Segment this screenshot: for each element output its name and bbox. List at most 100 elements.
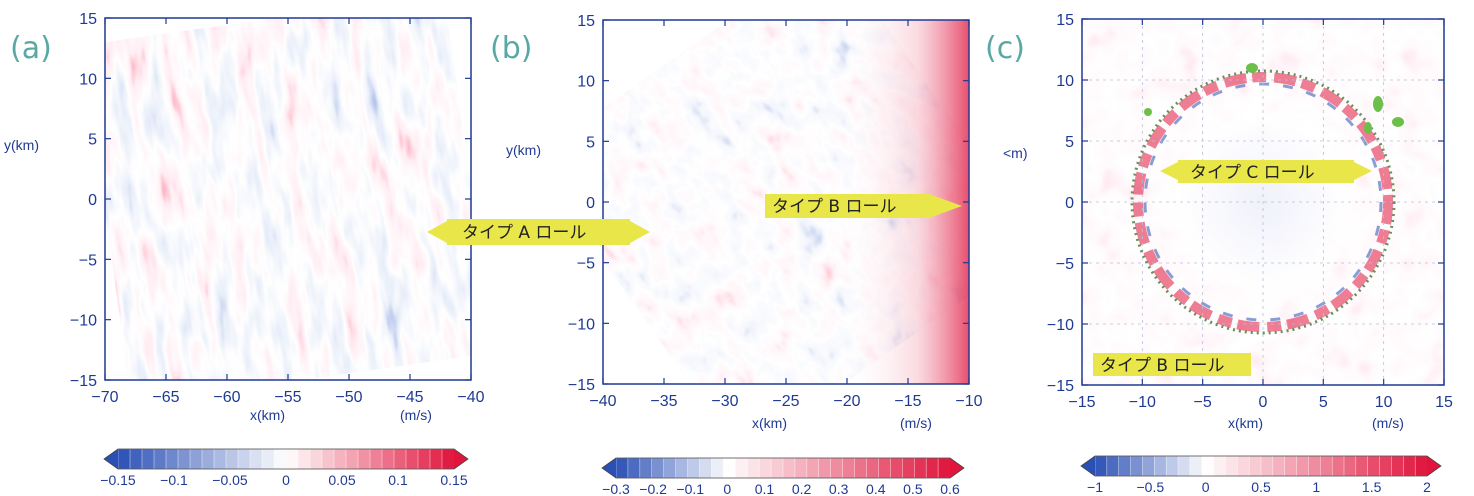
y-tick-label-b: 10 [577,74,595,91]
colorbar-swatch-a [153,448,167,470]
colorbar-tick-label-b: −0.2 [639,481,667,496]
colorbar-swatch-c [1177,455,1191,477]
colorbar-swatch-c [1225,455,1238,477]
colorbar-swatch-b [651,457,665,479]
colorbar-tick-label-c: 1 [1312,479,1320,495]
callout-b2-text: タイプ B ロール [1100,356,1224,376]
colorbar-swatch-c [1094,455,1108,477]
colorbar-swatch-c [1201,455,1215,477]
x-tick-label-c: 10 [1375,394,1393,411]
colorbar-swatch-c [1367,455,1381,477]
colorbar-tick-label-b: −0.3 [602,481,630,496]
y-tick-label-a: 0 [88,192,97,209]
colorbar-swatch-c [1320,455,1333,477]
green-patch-2 [1373,96,1383,112]
colorbar-tick-label-a: −0.1 [160,472,188,488]
colorbar-swatch-a [285,448,299,470]
x-tick-label-a: −65 [152,389,179,406]
colorbar-swatch-a [441,448,455,470]
colorbar-tick-label-b: 0.3 [829,481,849,496]
colorbar-swatch-a [237,448,251,470]
callout-b-right-arrow [929,194,962,218]
colorbar-swatch-b [663,457,677,479]
colorbar-swatch-a [321,448,335,470]
xlabel-a: x(km) [250,407,285,423]
colorbar-swatch-b [818,457,832,479]
x-tick-label-c: 15 [1435,394,1453,411]
colorbar-b: −0.3 −0.2 −0.1 0 0.1 0.2 0.3 0.4 0.5 0.6 [601,457,965,496]
colorbar-swatch-c [1189,455,1203,477]
colorbar-swatch-c [1331,455,1345,477]
y-tick-label-c: −5 [1056,256,1074,273]
colorbar-swatch-c [1284,455,1298,477]
colorbar-tick-label-b: 0.4 [866,481,886,496]
callout-a-box [447,219,630,245]
colorbar-tick-label-a: 0.05 [328,472,355,488]
x-tick-label-c: −10 [1129,394,1156,411]
colorbar-swatch-c [1379,455,1393,477]
callout-type-b-panel-c: タイプ B ロール [1093,353,1251,376]
heatmap-a [105,18,471,380]
colorbar-tick-label-b: 0.5 [903,481,923,496]
colorbar-swatch-b [902,457,915,479]
y-tick-label-c: 10 [1056,73,1074,90]
x-tick-label-b: −35 [650,393,677,410]
y-tick-label-a: 15 [79,11,97,28]
colorbar-swatch-b [854,457,868,479]
colorbar-swatch-c [1106,455,1120,477]
colorbar-swatch-c [1391,455,1404,477]
colorbar-swatch-a [333,448,347,470]
green-patch-3 [1392,117,1404,127]
colorbar-swatch-a [297,448,311,470]
colorbar-swatch-a [393,448,407,470]
colorbar-swatch-b [925,457,939,479]
colorbar-tick-label-c: 0.5 [1251,479,1271,495]
heatmap-c [1082,19,1444,385]
colorbar-swatch-a [417,448,431,470]
x-tick-label-b: −10 [955,393,982,410]
callout-c-box [1178,160,1354,183]
colorbar-swatch-a [405,448,419,470]
colorbar-swatch-b [937,457,951,479]
colorbar-swatch-a [249,448,263,470]
colorbar-swatch-b [758,457,772,479]
colorbar-swatch-a [129,448,143,470]
y-tick-label-a: −15 [70,373,97,390]
x-tick-label-b: −20 [833,393,860,410]
panel-label-c: (c) [985,31,1025,66]
y-tick-label-a: −10 [70,313,97,330]
y-tick-label-b: 0 [586,195,595,212]
colorbar-left-tip-b [602,458,616,478]
colorbar-swatch-c [1355,455,1369,477]
colorbar-swatch-a [261,448,275,470]
panel-label-b: (b) [490,31,532,66]
colorbar-swatch-b [794,457,808,479]
colorbar-swatch-c [1154,455,1167,477]
colorbar-swatch-b [711,457,725,479]
colorbar-swatch-b [747,457,760,479]
y-tick-label-b: 15 [577,13,595,30]
colorbar-left-tip-a [104,449,118,469]
gridlines-c [1082,19,1444,385]
x-tick-label-c: −5 [1194,394,1212,411]
colorbar-swatch-b [890,457,903,479]
colorbar-swatch-a [309,448,323,470]
colorbar-swatch-b [735,457,748,479]
y-tick-label-c: 15 [1056,12,1074,29]
colorbar-right-tip-a [454,449,468,469]
colorbar-swatch-b [675,457,689,479]
callout-type-c: タイプ C ロール [1160,160,1372,183]
x-tick-label-a: −40 [457,389,484,406]
colorbar-swatch-c [1272,455,1286,477]
x-tick-label-a: −55 [274,389,301,406]
x-tick-label-c: 0 [1259,394,1268,411]
colorbar-tick-label-a: 0.15 [440,472,467,488]
y-tick-label-a: 5 [88,132,97,149]
callout-c-text: タイプ C ロール [1190,163,1315,183]
colorbar-outline-c [1080,455,1442,477]
units-b: (m/s) [900,415,932,431]
colorbar-swatch-b [627,457,641,479]
colorbar-swatch-b [615,457,629,479]
